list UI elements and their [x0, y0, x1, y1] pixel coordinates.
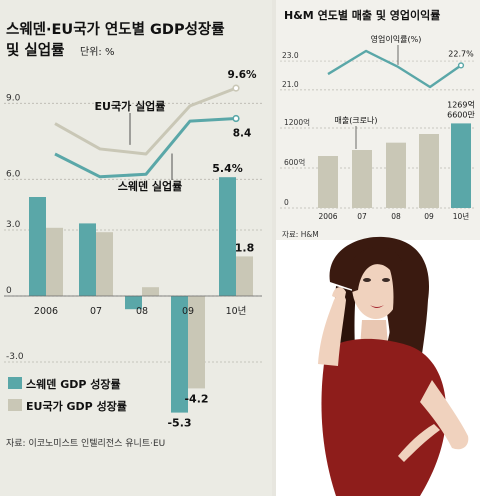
- sales-data-label-line1: 1269억: [447, 99, 475, 109]
- sales-bar: [318, 156, 338, 208]
- gdp-category-label: 09: [182, 306, 194, 317]
- left-title-line2: 및 실업률: [6, 41, 64, 59]
- gdp-ytick-label: 3.0: [6, 220, 21, 230]
- legend-label-sweden-gdp: 스웨덴 GDP 성장률: [26, 377, 121, 391]
- gdp-bar: [188, 296, 205, 389]
- gdp-bar: [96, 232, 113, 296]
- gdp-data-label: -5.3: [167, 417, 191, 430]
- unemp-ytick-label: 9.0: [6, 93, 21, 103]
- gdp-bar: [46, 227, 63, 296]
- sales-category-label: 10년: [453, 211, 470, 221]
- sales-bar: [352, 150, 372, 208]
- gdp-bar: [29, 197, 46, 296]
- gdp-category-label: 2006: [34, 306, 58, 317]
- sales-data-label-line2: 6600만: [447, 110, 475, 119]
- gdp-bar: [219, 177, 236, 296]
- margin-ytick-label: 21.0: [282, 80, 299, 89]
- sales-category-label: 2006: [318, 212, 337, 221]
- unemp-ytick-label: 6.0: [6, 169, 21, 179]
- sales-ytick-label: 1200억: [284, 118, 310, 127]
- gdp-ytick-label: 0: [6, 286, 12, 296]
- sales-category-label: 07: [357, 212, 367, 221]
- gdp-ytick-label: -3.0: [6, 352, 24, 362]
- legend-label-eu-gdp: EU국가 GDP 성장률: [26, 399, 127, 413]
- gdp-growth-bar-chart: 3.0 0 -3.0 2006 07 08 09 10년 -5.3 -4.2 5.4% 1.8: [4, 162, 262, 430]
- left-title-line1: 스웨덴·EU국가 연도별 GDP성장률: [6, 20, 225, 38]
- sales-ytick-label: 600억: [284, 158, 305, 167]
- gdp-data-label: 5.4%: [212, 162, 243, 175]
- unemp-end-point: [232, 114, 240, 123]
- unemp-end-label: 8.4: [233, 128, 252, 140]
- gdp-data-label: -4.2: [184, 392, 208, 405]
- gdp-bar: [79, 223, 96, 296]
- sales-bar: [419, 134, 439, 208]
- gdp-category-label: 08: [136, 306, 148, 317]
- sales-ytick-label: 0: [284, 198, 289, 207]
- left-source-note: 자료: 이코노미스트 인텔리전스 유니트·EU: [6, 437, 165, 449]
- sales-category-label: 08: [391, 212, 401, 221]
- margin-end-label: 22.7%: [448, 49, 474, 58]
- sales-category-label: 09: [424, 212, 434, 221]
- gdp-bar: [142, 287, 159, 296]
- right-panel-background: [276, 0, 480, 240]
- unemp-end-point: [232, 84, 240, 92]
- unemp-series-label-eu: EU국가 실업률: [95, 99, 166, 113]
- gdp-category-label: 07: [90, 306, 102, 317]
- right-title: H&M 연도별 매출 및 영업이익률: [284, 8, 440, 22]
- gdp-data-label: 1.8: [235, 241, 255, 254]
- gdp-bar: [125, 296, 142, 310]
- gdp-bar: [171, 296, 188, 413]
- legend-swatch-sweden-gdp: [8, 377, 22, 389]
- sales-bar: [386, 142, 406, 208]
- margin-series-label: 영업이익률(%): [371, 34, 422, 44]
- gdp-bar: [236, 256, 253, 296]
- panel-divider: [272, 0, 276, 496]
- margin-end-point: [457, 62, 465, 69]
- operating-margin-line-chart: 23.0 21.0 22.7% 영업이익률(%): [280, 34, 476, 91]
- gdp-category-label: 10년: [226, 306, 247, 317]
- sales-bar: [451, 123, 471, 208]
- right-source-note: 자료: H&M: [282, 230, 319, 239]
- legend-swatch-eu-gdp: [8, 399, 22, 411]
- model-photo: [276, 236, 480, 496]
- unemp-series-label-sweden: 스웨덴 실업률: [118, 179, 183, 193]
- left-unit-label: 단위: %: [80, 45, 114, 58]
- sales-series-label: 매출(크로나): [334, 115, 377, 125]
- unemp-end-label: 9.6%: [227, 69, 257, 81]
- margin-ytick-label: 23.0: [282, 51, 299, 60]
